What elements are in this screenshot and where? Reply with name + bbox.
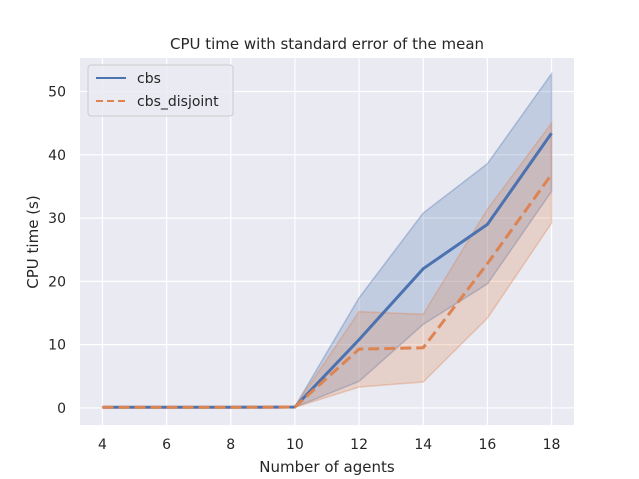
y-tick-label: 20 [48, 274, 66, 290]
y-axis-label: CPU time (s) [24, 195, 42, 288]
plot-area [80, 58, 574, 425]
x-tick-label: 4 [98, 437, 107, 453]
x-axis-label: Number of agents [259, 458, 395, 476]
series-lines [102, 132, 553, 409]
y-tick-label: 30 [48, 211, 66, 227]
y-tick-label: 40 [48, 148, 66, 164]
x-axis: 4 6 8 10 12 14 16 18 [98, 437, 560, 453]
x-tick-label: 6 [162, 437, 171, 453]
y-axis: 0 10 20 30 40 50 [48, 85, 66, 417]
x-tick-label: 16 [478, 437, 496, 453]
legend-label-cbs: cbs [137, 71, 161, 87]
x-tick-label: 10 [286, 437, 304, 453]
x-tick-label: 18 [543, 437, 561, 453]
y-tick-label: 0 [57, 401, 66, 417]
chart-title: CPU time with standard error of the mean [170, 35, 484, 53]
y-tick-label: 10 [48, 338, 66, 354]
y-tick-label: 50 [48, 85, 66, 101]
x-tick-label: 12 [350, 437, 368, 453]
x-tick-label: 8 [226, 437, 235, 453]
series-line-cbs-disjoint [102, 173, 553, 409]
x-tick-label: 14 [414, 437, 432, 453]
legend: cbs cbs_disjoint [87, 64, 234, 117]
legend-label-cbs-disjoint: cbs_disjoint [137, 94, 219, 110]
